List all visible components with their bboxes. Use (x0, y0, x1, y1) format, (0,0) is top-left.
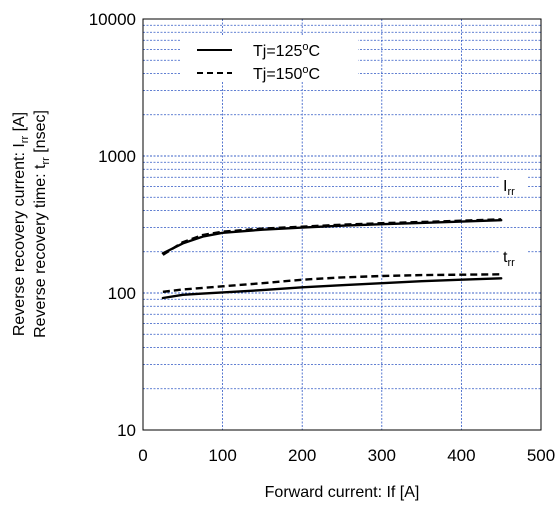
legend: Tj=125oC Tj=150oC (180, 36, 358, 83)
series-line-irr-tj150 (162, 218, 502, 256)
annotation-trr-bg (500, 244, 528, 268)
y-axis-label-trr: Reverse recovery time: trr [nsec] (32, 110, 52, 338)
y-tick-label: 1000 (98, 147, 136, 166)
y-tick-label: 10000 (89, 10, 136, 29)
grid (143, 19, 541, 430)
legend-label-tj125: Tj=125oC (253, 41, 320, 60)
y-tick-labels: 10 100 1000 10000 (89, 10, 136, 440)
x-tick-labels: 0 100 200 300 400 500 (138, 446, 555, 465)
series-line-trr-tj125 (161, 277, 503, 300)
x-axis-label: Forward current: If [A] (265, 484, 420, 501)
series-group (161, 218, 503, 300)
legend-box (180, 36, 358, 82)
x-tick-label: 400 (447, 446, 475, 465)
y-axis-label-irr: Reverse recovery current: Irr [A] (11, 112, 31, 336)
series-line-trr-tj150 (162, 273, 502, 293)
plot-frame (142, 18, 542, 431)
y-tick-label: 10 (117, 421, 136, 440)
annotation-irr-bg (500, 172, 528, 196)
annotation-irr: Irr (503, 178, 515, 198)
x-tick-label: 300 (368, 446, 396, 465)
x-tick-label: 100 (208, 446, 236, 465)
legend-label-tj150: Tj=150oC (253, 64, 320, 83)
x-tick-label: 0 (138, 446, 147, 465)
x-tick-label: 200 (288, 446, 316, 465)
y-tick-label: 100 (108, 284, 136, 303)
annotation-trr: trr (503, 249, 515, 269)
x-tick-label: 500 (527, 446, 555, 465)
